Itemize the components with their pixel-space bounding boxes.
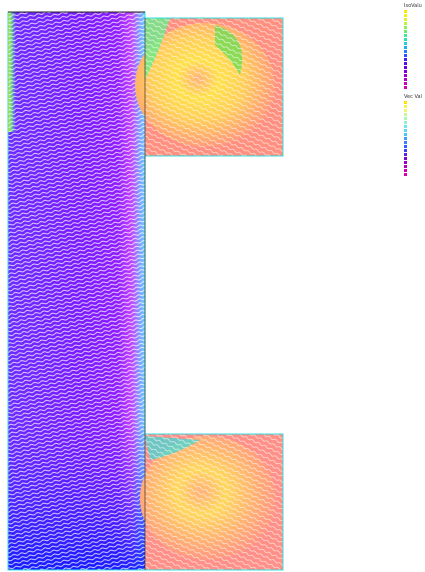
- vec-legend-swatch: [404, 124, 407, 128]
- iso-legend-swatch: [404, 33, 407, 37]
- vec-legend-row: [404, 164, 422, 168]
- vec-legend-swatch: [404, 144, 407, 148]
- channel-region: [8, 12, 145, 570]
- iso-legend-swatch: [404, 41, 407, 45]
- iso-legend-swatch: [404, 53, 407, 57]
- vec-legend-title: Vec Val: [404, 94, 422, 100]
- vec-legend-swatch: [404, 160, 407, 164]
- iso-legend-swatch: [404, 25, 407, 29]
- iso-legend-row: [404, 33, 422, 37]
- iso-legend-swatch: [404, 73, 407, 77]
- vec-legend-row: [404, 104, 422, 108]
- iso-legend-row: [404, 57, 422, 61]
- vec-legend-row: [404, 168, 422, 172]
- iso-legend-swatch: [404, 57, 407, 61]
- vec-legend-row: [404, 128, 422, 132]
- bottom-cavity-region: [140, 434, 283, 570]
- vec-legend-swatch: [404, 140, 407, 144]
- iso-legend-swatch: [404, 49, 407, 53]
- vec-legend-swatch: [404, 100, 407, 104]
- iso-legend-swatch: [404, 65, 407, 69]
- vec-legend-row: [404, 136, 422, 140]
- iso-value-legend: IsoValu: [404, 3, 422, 89]
- vector-value-legend: Vec Val: [404, 94, 422, 176]
- vec-legend-swatch: [404, 112, 407, 116]
- vec-legend-row: [404, 140, 422, 144]
- iso-legend-row: [404, 41, 422, 45]
- iso-legend-row: [404, 21, 422, 25]
- vec-legend-row: [404, 148, 422, 152]
- iso-legend-row: [404, 85, 422, 89]
- iso-legend-row: [404, 77, 422, 81]
- iso-legend-title: IsoValu: [404, 3, 422, 9]
- iso-legend-row: [404, 45, 422, 49]
- vec-legend-row: [404, 172, 422, 176]
- iso-legend-swatch: [404, 81, 407, 85]
- vec-legend-swatch: [404, 136, 407, 140]
- iso-legend-row: [404, 25, 422, 29]
- iso-legend-row: [404, 49, 422, 53]
- iso-legend-row: [404, 53, 422, 57]
- vec-legend-row: [404, 116, 422, 120]
- vec-legend-row: [404, 132, 422, 136]
- vec-legend-row: [404, 144, 422, 148]
- iso-legend-row: [404, 37, 422, 41]
- iso-legend-swatch: [404, 17, 407, 21]
- vec-legend-row: [404, 160, 422, 164]
- iso-legend-swatch: [404, 37, 407, 41]
- top-cavity-region: [135, 18, 283, 156]
- vec-legend-row: [404, 100, 422, 104]
- iso-legend-swatch: [404, 77, 407, 81]
- vec-legend-swatch: [404, 164, 407, 168]
- vec-legend-swatch: [404, 104, 407, 108]
- vec-legend-swatch: [404, 116, 407, 120]
- vec-legend-swatch: [404, 148, 407, 152]
- vec-legend-swatch: [404, 132, 407, 136]
- iso-legend-row: [404, 13, 422, 17]
- vec-legend-swatch: [404, 120, 407, 124]
- vec-legend-row: [404, 112, 422, 116]
- iso-legend-row: [404, 9, 422, 13]
- vec-legend-row: [404, 120, 422, 124]
- iso-legend-row: [404, 61, 422, 65]
- vec-legend-row: [404, 124, 422, 128]
- iso-legend-swatch: [404, 45, 407, 49]
- vec-legend-swatch: [404, 152, 407, 156]
- vec-legend-swatch: [404, 156, 407, 160]
- iso-legend-swatch: [404, 13, 407, 17]
- vec-legend-swatch: [404, 172, 407, 176]
- iso-legend-swatch: [404, 29, 407, 33]
- iso-legend-row: [404, 69, 422, 73]
- iso-legend-swatch: [404, 21, 407, 25]
- iso-legend-row: [404, 65, 422, 69]
- iso-legend-row: [404, 73, 422, 77]
- iso-legend-swatch: [404, 9, 407, 13]
- vec-legend-row: [404, 108, 422, 112]
- vec-legend-swatch: [404, 128, 407, 132]
- vec-legend-row: [404, 152, 422, 156]
- vec-legend-swatch: [404, 108, 407, 112]
- iso-legend-row: [404, 17, 422, 21]
- iso-legend-swatch: [404, 85, 407, 89]
- vec-legend-row: [404, 156, 422, 160]
- iso-legend-row: [404, 29, 422, 33]
- vec-legend-swatch: [404, 168, 407, 172]
- iso-legend-swatch: [404, 61, 407, 65]
- iso-legend-row: [404, 81, 422, 85]
- iso-legend-swatch: [404, 69, 407, 73]
